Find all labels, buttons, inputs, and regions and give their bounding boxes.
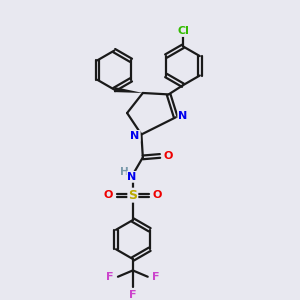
Text: N: N [130,131,140,141]
Text: F: F [106,272,114,282]
Text: H: H [120,167,129,177]
Text: O: O [104,190,113,200]
Text: F: F [152,272,160,282]
Text: N: N [127,172,136,182]
Text: N: N [178,111,188,121]
Text: F: F [129,290,136,300]
Text: O: O [152,190,162,200]
Text: O: O [163,151,173,161]
Text: S: S [128,189,137,202]
Text: Cl: Cl [178,26,190,36]
Polygon shape [114,87,143,93]
